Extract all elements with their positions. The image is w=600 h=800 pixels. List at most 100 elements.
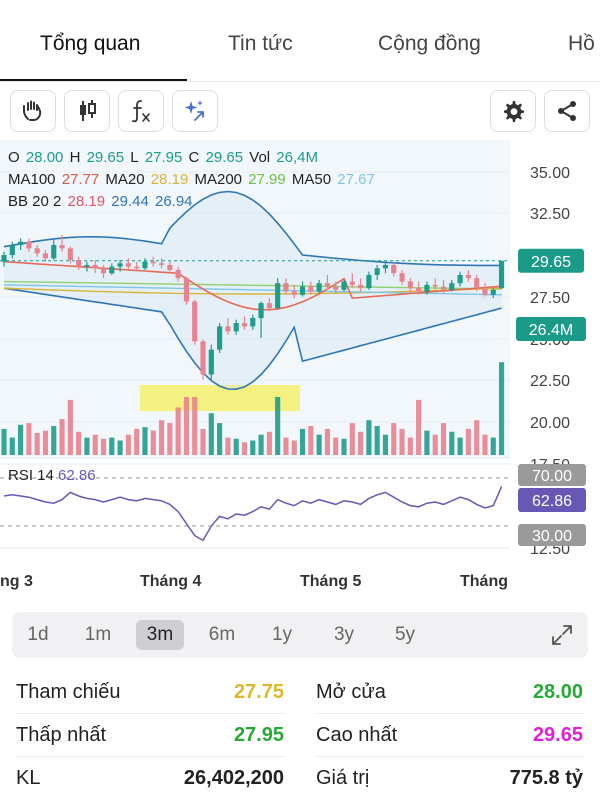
volume-bar xyxy=(316,434,322,455)
ma50-label: MA50 xyxy=(291,171,332,188)
candle-body xyxy=(449,283,455,290)
rsi-level-tag-bg xyxy=(518,464,586,486)
candle-body xyxy=(59,245,65,249)
ma100-value: 27.77 xyxy=(61,171,100,188)
bollinger-middle-value: 29.44 xyxy=(111,193,149,210)
volume-bar xyxy=(299,428,306,455)
rsi-current-tag-bg xyxy=(518,488,586,512)
period-selector: 1d 1m 3m 6m 1y 3y 5y xyxy=(12,612,588,658)
volume-bar xyxy=(158,420,165,455)
ai-drawing-button[interactable] xyxy=(172,90,218,132)
volume-bar xyxy=(399,428,405,455)
volume-bar xyxy=(440,423,447,455)
trade-value-value: 775.8 tỷ xyxy=(509,767,583,789)
tab-profile[interactable]: Hồ xyxy=(568,32,595,55)
period-3y[interactable]: 3y xyxy=(333,624,355,645)
volume-bar xyxy=(498,362,505,455)
candle-body xyxy=(250,318,256,327)
candle-body xyxy=(200,341,206,375)
period-5y[interactable]: 5y xyxy=(394,624,416,645)
volume-bar xyxy=(183,397,190,455)
volume-bar xyxy=(341,438,347,455)
volume-bar xyxy=(424,430,430,455)
volume-bar xyxy=(258,434,264,455)
tab-overview[interactable]: Tổng quan xyxy=(40,32,141,55)
period-6m[interactable]: 6m xyxy=(208,624,236,645)
tab-news[interactable]: Tin tức xyxy=(228,32,293,55)
volume-stat-value: 26,402,200 xyxy=(183,767,284,789)
period-1y[interactable]: 1y xyxy=(271,624,293,645)
candle-body xyxy=(291,291,297,295)
time-axis-label: ng 3 xyxy=(0,573,33,590)
period-1d[interactable]: 1d xyxy=(27,624,49,645)
candle-body xyxy=(26,241,32,249)
hand-tool-button[interactable] xyxy=(10,90,56,132)
bollinger-lower-value: 26.94 xyxy=(154,193,193,210)
row-divider xyxy=(16,713,286,714)
volume-bar xyxy=(42,430,49,455)
volume-bar xyxy=(150,430,156,455)
candle-body xyxy=(266,303,272,309)
bollinger-upper-value: 28.19 xyxy=(67,193,106,210)
volume-bar xyxy=(457,437,463,455)
volume-bar xyxy=(449,431,455,455)
share-button[interactable] xyxy=(544,90,590,132)
volume-bar xyxy=(217,423,223,455)
highest-price-value: 29.65 xyxy=(532,724,583,746)
ma20-value: 28.19 xyxy=(150,171,189,188)
indicators-button[interactable] xyxy=(118,90,164,132)
volume-bar xyxy=(366,420,372,455)
candle-body xyxy=(424,284,430,292)
candle-body xyxy=(92,264,98,269)
volume-bar xyxy=(358,431,364,455)
reference-price-value: 27.75 xyxy=(233,681,284,703)
candle-body xyxy=(18,241,24,246)
close-value: 29.65 xyxy=(205,149,244,166)
candle-body xyxy=(316,283,322,292)
candle-body xyxy=(358,284,364,289)
tab-community[interactable]: Cộng đồng xyxy=(378,32,481,55)
candle-body xyxy=(258,303,264,319)
volume-bar xyxy=(324,428,330,455)
chart-type-button[interactable] xyxy=(64,90,110,132)
lowest-price-label: Thấp nhất xyxy=(16,724,107,746)
period-3m[interactable]: 3m xyxy=(136,620,184,650)
volume-bar xyxy=(1,428,7,455)
candle-body xyxy=(233,323,239,332)
volume-bar xyxy=(34,432,40,455)
candle-body xyxy=(498,260,505,289)
bollinger-lower-line xyxy=(3,287,502,391)
expand-icon[interactable] xyxy=(550,623,574,647)
volume-bar xyxy=(100,438,107,455)
lowest-price-value: 27.95 xyxy=(233,724,284,746)
volume-bar xyxy=(175,407,181,455)
price-chart-canvas[interactable]: 35.0032.5027.5025.0022.5020.0017.5012.50… xyxy=(0,140,600,600)
candle-body xyxy=(42,253,49,259)
sparkle-icon xyxy=(184,100,204,121)
price-chart[interactable]: 35.0032.5027.5025.0022.5020.0017.5012.50… xyxy=(0,140,600,600)
candle-body xyxy=(125,263,131,267)
gear-icon xyxy=(504,101,524,122)
period-1m[interactable]: 1m xyxy=(84,624,112,645)
candle-body xyxy=(84,264,90,267)
volume-tag-text: 26.4M xyxy=(529,322,573,339)
settings-button[interactable] xyxy=(490,90,536,132)
rsi-label: RSI 14 62.86 xyxy=(8,467,96,484)
volume-bar xyxy=(26,423,32,455)
rsi-level-tag: 70.00 xyxy=(518,464,586,486)
candle-body xyxy=(349,281,355,285)
candle-body xyxy=(416,288,422,292)
last-price-tag-text: 29.65 xyxy=(531,254,571,271)
ma50-value: 27.67 xyxy=(337,171,375,188)
candle-body xyxy=(382,264,389,269)
ma200-value: 27.99 xyxy=(248,171,286,188)
trade-value-label: Giá trị xyxy=(316,767,370,789)
time-axis-label: Tháng 5 xyxy=(300,573,361,590)
volume-bar xyxy=(134,428,140,455)
rsi-level-tag-bg xyxy=(518,524,586,546)
volume-bar xyxy=(490,437,496,455)
rsi-level-tag-text: 70.00 xyxy=(532,468,572,485)
candle-body xyxy=(399,273,405,282)
volume-bar xyxy=(67,399,73,455)
candle-body xyxy=(208,349,214,375)
